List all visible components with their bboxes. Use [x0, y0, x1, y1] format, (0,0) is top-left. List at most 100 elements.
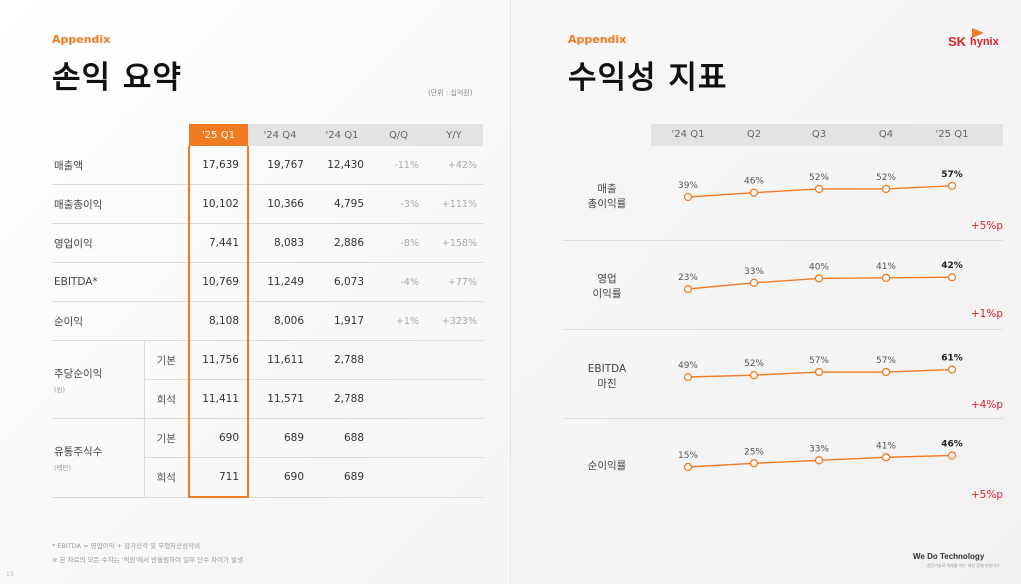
- cell: 6,073: [312, 262, 372, 302]
- cell: 11,571: [248, 379, 312, 419]
- data-label: 23%: [678, 273, 698, 283]
- footnote-rounding: ※ 본 자료의 모든 수치는 '억원'에서 반올림하여 일부 단수 차이가 발생: [52, 556, 244, 564]
- cell: 8,108: [188, 301, 249, 341]
- delta-net: +5%p: [970, 489, 1003, 501]
- sub-label: 희석: [143, 457, 189, 498]
- data-label: 39%: [678, 181, 698, 191]
- data-point: [947, 451, 957, 460]
- logo-sk: SK: [948, 34, 967, 49]
- cell: 2,886: [312, 223, 372, 263]
- income-summary-table: '25 Q1 '24 Q4 '24 Q1 Q/Q Y/Y 매출액 17,639 …: [52, 124, 483, 498]
- table-row: 매출액 17,639 19,767 12,430 -11% +42%: [52, 146, 483, 185]
- cell: 1,917: [312, 301, 372, 341]
- metric-text: 영업 이익률: [592, 273, 622, 300]
- page-number: 13: [6, 571, 14, 578]
- metric-text: 순이익률: [587, 460, 627, 472]
- col-24q4: '24 Q4: [248, 124, 312, 146]
- logo-hynix: hynix: [970, 36, 999, 48]
- delta-operating: +1%p: [970, 308, 1003, 320]
- quarter-label: '25 Q1: [935, 129, 969, 140]
- cell: 689: [312, 457, 372, 498]
- data-point: [814, 274, 824, 283]
- data-label: 52%: [876, 173, 896, 183]
- data-label: 57%: [941, 170, 963, 180]
- cell: 4,795: [312, 184, 372, 224]
- cell: 11,249: [248, 262, 312, 302]
- cell: 8,006: [248, 301, 312, 341]
- cell: 7,441: [188, 223, 249, 263]
- margin-charts: 39% 46% 52% 52% 57% 23% 33% 40% 41% 42% 49% 52% 57% 5…: [678, 170, 963, 472]
- table-row: 희석 711 690 689: [52, 457, 483, 498]
- data-point: [947, 273, 957, 282]
- metric-label-operating: 영업 이익률: [563, 272, 651, 302]
- right-slide: Appendix 수익성 지표 SK hynix '24 Q1 Q2 Q3 Q4…: [511, 0, 1021, 584]
- table-row: EBITDA* 10,769 11,249 6,073 -4% +77%: [52, 262, 483, 302]
- data-point: [749, 278, 759, 287]
- data-label: 46%: [744, 177, 764, 187]
- data-label: 25%: [744, 447, 764, 457]
- delta-gross: +5%p: [970, 220, 1003, 232]
- col-yy: Y/Y: [425, 124, 483, 146]
- data-point: [749, 188, 759, 197]
- cell: 17,639: [188, 146, 249, 185]
- table-row: 영업이익 7,441 8,083 2,886 -8% +158%: [52, 223, 483, 263]
- row-divider: [563, 240, 1003, 241]
- data-label: 33%: [744, 267, 764, 277]
- table-row: 희석 11,411 11,571 2,788: [52, 379, 483, 419]
- left-slide: Appendix 손익 요약 (단위 : 십억원) '25 Q1 '24 Q4 …: [0, 0, 510, 584]
- data-label: 52%: [809, 173, 829, 183]
- cell: 10,102: [188, 184, 249, 224]
- cell: 2,788: [312, 340, 372, 380]
- footnote-ebitda: * EBITDA = 영업이익 + 감가상각 및 무형자산상각비: [52, 542, 201, 550]
- appendix-label: Appendix: [52, 33, 111, 46]
- data-label: 15%: [678, 451, 698, 461]
- cell: 690: [248, 457, 312, 498]
- quarter-header: '24 Q1 Q2 Q3 Q4 '25 Q1: [651, 124, 1003, 146]
- metric-label-net: 순이익률: [563, 459, 651, 474]
- data-point: [683, 192, 693, 202]
- data-label: 46%: [941, 439, 963, 449]
- delta-ebitda: +4%p: [970, 399, 1003, 411]
- data-point: [683, 284, 693, 294]
- col-25q1: '25 Q1: [189, 124, 248, 146]
- cell: +111%: [425, 184, 483, 224]
- cell: -11%: [372, 146, 425, 185]
- page-title: 손익 요약: [52, 60, 182, 96]
- cell: 2,788: [312, 379, 372, 419]
- row-divider: [563, 418, 1003, 419]
- cell: 11,611: [248, 340, 312, 380]
- row-label: 매출액: [52, 146, 189, 185]
- quarter-label: Q4: [878, 129, 894, 140]
- sk-hynix-logo: SK hynix: [948, 28, 1013, 50]
- data-point: [749, 370, 759, 380]
- cell: +1%: [372, 301, 425, 341]
- data-point: [814, 367, 824, 377]
- quarter-label: Q3: [811, 129, 827, 140]
- table-header: '25 Q1 '24 Q4 '24 Q1 Q/Q Y/Y: [52, 124, 483, 146]
- cell: 10,769: [188, 262, 249, 302]
- row-label: 매출총이익: [52, 184, 189, 224]
- eps-label: 주당순이익 (원): [52, 340, 144, 419]
- metric-text: 매출 총이익률: [587, 183, 627, 210]
- data-point: [881, 367, 891, 377]
- row-label: 순이익: [52, 301, 189, 341]
- data-label: 40%: [809, 262, 829, 272]
- cell: 688: [312, 418, 372, 458]
- cell: 10,366: [248, 184, 312, 224]
- col-24q1: '24 Q1: [312, 124, 372, 146]
- data-point: [881, 453, 891, 462]
- data-point: [947, 181, 957, 190]
- shares-label: 유통주식수 (백만): [52, 418, 144, 498]
- data-label: 61%: [941, 354, 963, 364]
- cell: 11,411: [188, 379, 249, 419]
- page-title: 수익성 지표: [568, 60, 728, 96]
- cell: -8%: [372, 223, 425, 263]
- sub-label: 기본: [143, 340, 189, 380]
- data-label: 57%: [809, 356, 829, 366]
- cell: 19,767: [248, 146, 312, 185]
- cell: +323%: [425, 301, 483, 341]
- data-label: 57%: [876, 356, 896, 366]
- quarter-label: Q2: [746, 129, 762, 140]
- data-point: [814, 456, 824, 465]
- col-qq: Q/Q: [372, 124, 425, 146]
